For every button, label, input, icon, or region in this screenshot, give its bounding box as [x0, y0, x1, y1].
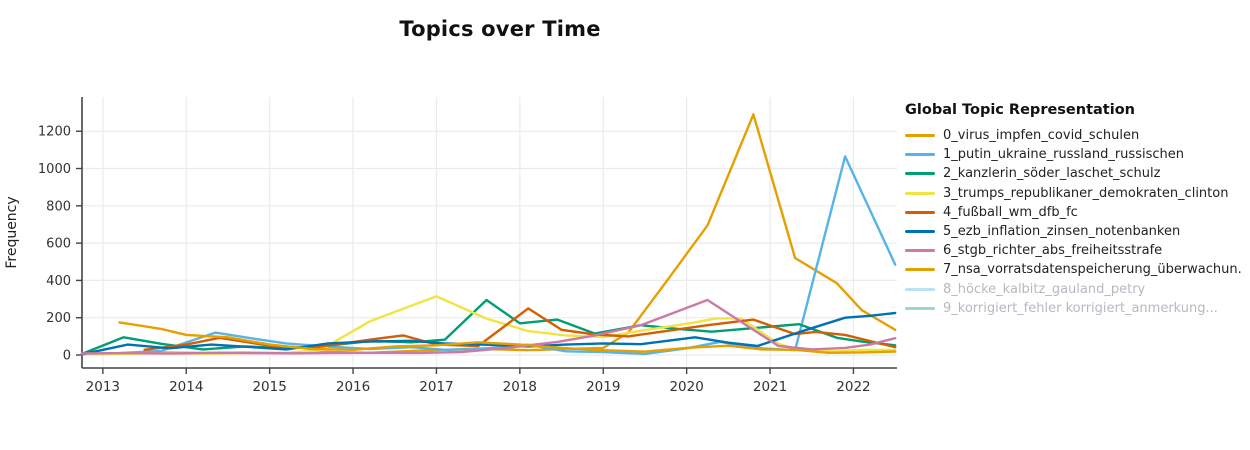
legend-item-label: 2_kanzlerin_söder_laschet_schulz	[943, 166, 1161, 182]
tick-labels: 0 200 400 600 800 1000 1200 2013 2014 2015 2016 201…	[38, 125, 871, 395]
legend-swatch-icon	[905, 287, 935, 291]
legend-item-7[interactable]: 7_nsa_vorratsdatenspeicherung_überwachun…	[905, 260, 1245, 279]
legend-title: Global Topic Representation	[905, 102, 1135, 118]
legend-item-label: 7_nsa_vorratsdatenspeicherung_überwachun…	[943, 262, 1242, 278]
x-tick-label: 2018	[503, 379, 537, 395]
y-tick-label: 200	[46, 311, 71, 326]
series-line-7	[118, 321, 897, 354]
legend-item-label: 8_höcke_kalbitz_gauland_petry	[943, 281, 1146, 297]
legend-item-label: 3_trumps_republikaner_demokraten_clinton	[943, 185, 1229, 201]
legend-swatch-icon	[905, 191, 935, 195]
x-tick-label: 2017	[419, 379, 453, 395]
y-tick-label: 1200	[38, 125, 71, 140]
legend-item-label: 5_ezb_inflation_zinsen_notenbanken	[943, 224, 1181, 240]
series-line-1	[80, 155, 897, 356]
legend-item-label: 0_virus_impfen_covid_schulen	[943, 128, 1140, 144]
series-line-6	[80, 298, 897, 355]
x-tick-label: 2013	[86, 379, 120, 395]
legend-item-6[interactable]: 6_stgb_richter_abs_freiheitsstrafe	[905, 241, 1245, 260]
x-tick-label: 2019	[586, 379, 620, 395]
legend-swatch-icon	[905, 153, 935, 157]
legend-swatch-icon	[905, 134, 935, 138]
legend-swatch-icon	[905, 306, 935, 310]
legend-item-3[interactable]: 3_trumps_republikaner_demokraten_clinton	[905, 184, 1245, 203]
series-lines	[80, 113, 897, 356]
x-tick-label: 2021	[753, 379, 787, 395]
x-tick-label: 2014	[169, 379, 203, 395]
series-line-5	[80, 311, 897, 356]
series-line-2	[80, 298, 897, 356]
legend-item-label: 1_putin_ukraine_russland_russischen	[943, 147, 1184, 163]
legend-item-label: 6_stgb_richter_abs_freiheitsstrafe	[943, 243, 1163, 259]
legend-item-9[interactable]: 9_korrigiert_fehler korrigiert_anmerkung…	[905, 299, 1245, 318]
y-tick-label: 1000	[38, 162, 71, 177]
legend-swatch-icon	[905, 210, 935, 214]
legend: Global Topic Representation 0_virus_impf…	[905, 102, 1245, 318]
legend-items: 0_virus_impfen_covid_schulen 1_putin_ukra…	[905, 126, 1245, 318]
legend-item-1[interactable]: 1_putin_ukraine_russland_russischen	[905, 145, 1245, 164]
chart-title: Topics over Time	[399, 17, 601, 41]
legend-item-8[interactable]: 8_höcke_kalbitz_gauland_petry	[905, 280, 1245, 299]
y-tick-label: 800	[46, 199, 71, 214]
y-tick-label: 400	[46, 274, 71, 289]
legend-item-4[interactable]: 4_fußball_wm_dfb_fc	[905, 203, 1245, 222]
x-tick-label: 2020	[669, 379, 703, 395]
x-tick-label: 2016	[336, 379, 370, 395]
legend-item-label: 9_korrigiert_fehler korrigiert_anmerkung…	[943, 300, 1218, 316]
legend-item-0[interactable]: 0_virus_impfen_covid_schulen	[905, 126, 1245, 145]
legend-item-5[interactable]: 5_ezb_inflation_zinsen_notenbanken	[905, 222, 1245, 241]
x-tick-label: 2015	[252, 379, 286, 395]
gridlines	[82, 97, 897, 368]
y-axis-title: Frequency	[4, 196, 20, 268]
legend-swatch-icon	[905, 268, 935, 272]
y-tick-label: 600	[46, 237, 71, 252]
legend-item-label: 4_fußball_wm_dfb_fc	[943, 204, 1078, 220]
legend-swatch-icon	[905, 249, 935, 253]
x-tick-label: 2022	[836, 379, 870, 395]
y-tick-label: 0	[63, 349, 71, 364]
legend-item-2[interactable]: 2_kanzlerin_söder_laschet_schulz	[905, 164, 1245, 183]
legend-swatch-icon	[905, 172, 935, 176]
legend-swatch-icon	[905, 230, 935, 234]
